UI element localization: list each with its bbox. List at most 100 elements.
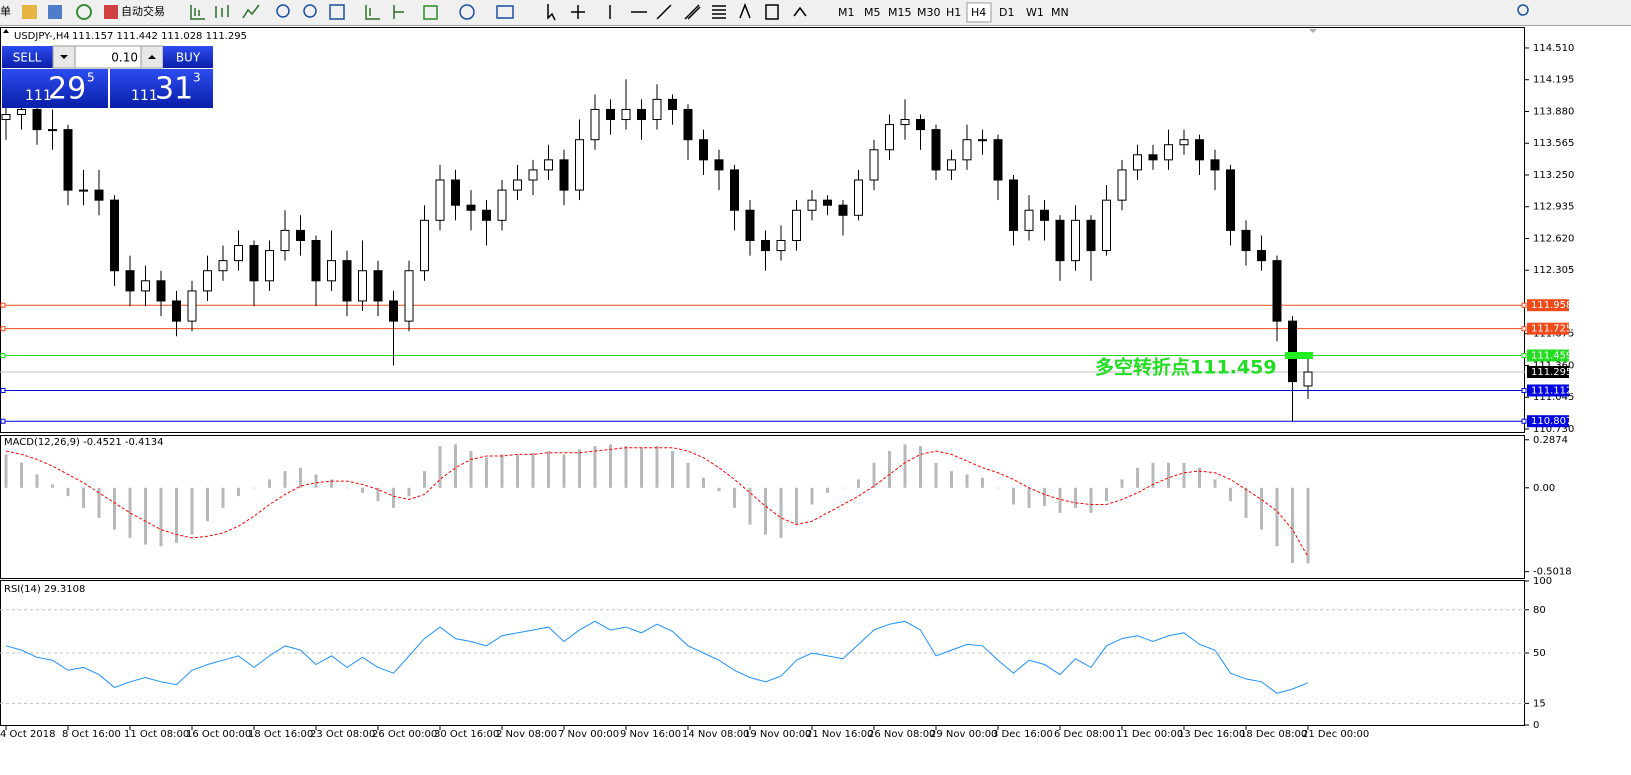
level-handle [0,352,6,358]
timeframe-button[interactable]: M1 [838,6,855,19]
buy-label[interactable]: BUY [176,51,201,65]
candle-body [916,119,925,131]
candle-body [1257,250,1266,262]
bid-big[interactable]: 111 [25,88,52,104]
auto-trade-button[interactable]: 自动交易 [121,4,165,18]
icon[interactable] [793,6,807,17]
candle-body [1133,154,1142,171]
toolbar-cut-label[interactable]: 单 [0,5,11,18]
timeframe-button[interactable]: H4 [971,6,986,19]
macd-bar [686,462,690,488]
icon[interactable] [104,5,118,19]
icon[interactable] [739,2,751,19]
y-tick-label: 0 [1533,720,1539,731]
y-tick-label: 50 [1533,648,1546,659]
icon[interactable] [215,5,229,18]
timeframe-button[interactable]: W1 [1026,6,1044,19]
timeframe-button[interactable]: MN [1051,6,1069,19]
bid-box[interactable] [2,69,108,108]
icon[interactable] [496,5,514,19]
icon[interactable] [571,5,585,19]
x-tick-label: 7 Nov 00:00 [558,729,619,740]
y-tick-label: 100 [1533,576,1552,587]
candle-body [1086,219,1096,252]
timeframe-button[interactable]: M30 [917,6,941,19]
icon[interactable] [365,5,380,20]
icon[interactable] [712,5,726,19]
ask-small[interactable]: 3 [193,71,201,85]
candle-body [1241,229,1251,252]
icon[interactable] [276,4,290,18]
macd-signal [5,447,1309,558]
icon[interactable] [22,5,37,19]
candle-body [203,270,212,292]
sell-label[interactable]: SELL [13,51,42,65]
ask-big[interactable]: 111 [131,88,158,104]
y-tick-label: 114.510 [1533,43,1574,54]
icon[interactable] [1517,4,1529,16]
timeframe-button[interactable]: H1 [946,6,961,19]
x-tick-label: 23 Oct 08:00 [310,729,375,740]
macd-bar [965,474,969,488]
macd-bar [1058,487,1062,513]
ask-box[interactable] [110,69,213,108]
level-handle [1521,418,1527,424]
candle-body [1117,169,1127,201]
candle-body [513,179,522,191]
macd-bar [144,487,147,545]
candle-body [466,204,476,211]
icon[interactable] [190,5,205,20]
macd-bar [500,454,504,488]
candle-body [947,159,956,171]
macd-bar [1244,487,1248,518]
timeframe-button[interactable]: M5 [864,6,881,19]
macd-bar [1182,462,1186,488]
macd-bar [1012,487,1015,505]
rsi-line [5,620,1309,694]
level-handle [0,302,6,308]
candle-body [838,204,848,216]
candle-body [48,129,57,132]
macd-bar [454,444,457,488]
icon[interactable] [76,4,92,20]
timeframe-button[interactable]: M15 [888,6,912,19]
macd-bar [221,487,225,508]
buy-button[interactable] [163,46,213,68]
macd-bar [190,487,194,535]
candle-body [327,260,336,282]
candle-body [668,98,677,110]
icon[interactable] [459,4,475,20]
bid-main[interactable]: 29 [48,72,86,107]
bid-small[interactable]: 5 [87,71,95,85]
icon[interactable] [684,4,701,20]
one-click-trading: SELL 0.10 BUY 111 29 5 111 31 3 [2,45,213,108]
level-handle [1521,352,1527,358]
icon[interactable] [656,4,672,20]
icon[interactable] [765,4,779,20]
macd-bar [268,479,271,488]
candle-body [451,179,460,206]
sell-button[interactable] [2,46,53,68]
lot-value[interactable]: 0.10 [111,51,138,65]
icon[interactable] [393,5,404,19]
level-price-tag [1527,349,1569,362]
candle-body [187,290,197,322]
candle-body [869,149,879,181]
icon[interactable] [547,4,556,21]
icon[interactable] [423,5,438,20]
icon[interactable] [329,4,345,20]
timeframe-button[interactable]: D1 [999,6,1014,19]
y-tick-label: 111.360 [1533,360,1574,371]
macd-bar [392,487,395,508]
candle-body [606,108,615,121]
macd-bar [51,484,54,488]
macd-bar [1089,487,1093,513]
ask-main[interactable]: 31 [155,72,193,107]
icon[interactable] [303,4,317,18]
candle-body [962,139,972,161]
macd-bar [516,454,519,488]
icon[interactable] [48,5,62,19]
icon[interactable] [242,4,260,19]
current-price-tag [1527,366,1569,379]
